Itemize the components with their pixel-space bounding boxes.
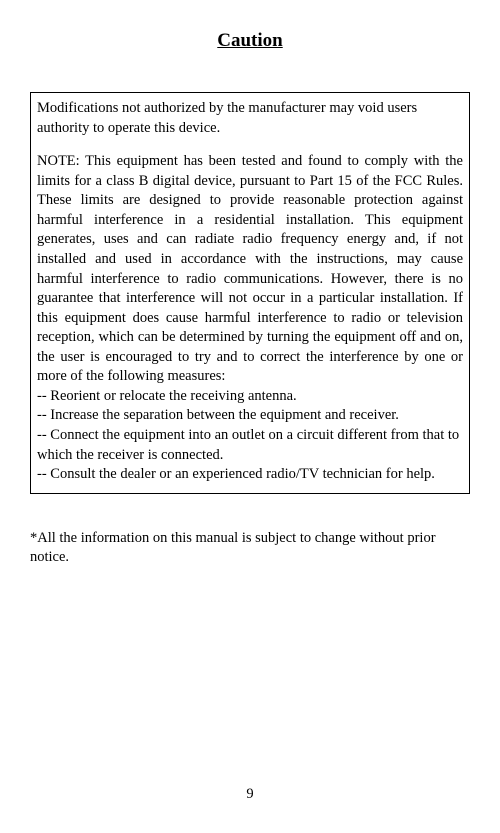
intro-paragraph: Modifications not authorized by the manu… [37,99,463,138]
footnote: *All the information on this manual is s… [30,529,470,568]
bullet-item-2: -- Increase the separation between the e… [37,406,463,426]
bullet-item-4: -- Consult the dealer or an experienced … [37,465,463,485]
caution-box: Modifications not authorized by the manu… [30,92,470,494]
page-number: 9 [0,786,500,803]
page-title: Caution [30,30,470,52]
bullet-item-1: -- Reorient or relocate the receiving an… [37,387,463,407]
bullet-item-3: -- Connect the equipment into an outlet … [37,426,463,465]
note-paragraph: NOTE: This equipment has been tested and… [37,152,463,387]
